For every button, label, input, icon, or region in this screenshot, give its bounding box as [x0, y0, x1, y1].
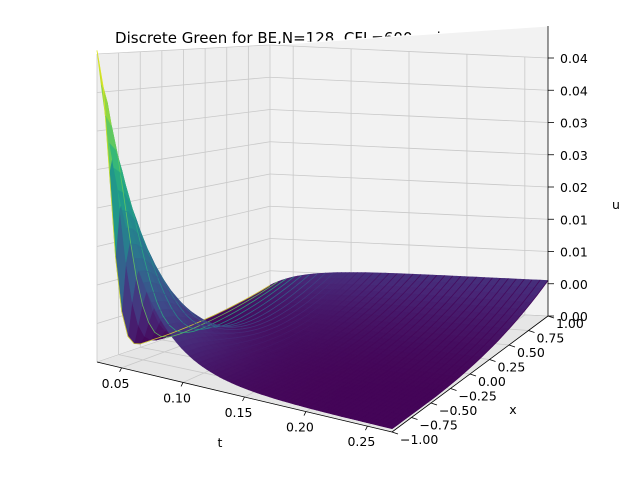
axes: 0.05 0.10 0.15 0.20 0.25 −1.00−0.75−0.50−0.25… — [96, 26, 588, 449]
mesh-line — [341, 278, 501, 417]
grid-u-right — [269, 141, 549, 156]
x-tick-label: 1.00 — [556, 316, 584, 331]
t-tick-mark — [242, 396, 245, 402]
mesh-line — [307, 276, 469, 409]
t-tick-label: 0.05 — [102, 376, 130, 391]
mesh-line — [299, 276, 461, 406]
t-tick-mark — [119, 367, 122, 373]
surface-mesh — [96, 50, 549, 430]
grid-u-right — [269, 109, 549, 123]
u-tick-label: 0.04 — [560, 51, 588, 66]
mesh-line — [214, 272, 382, 375]
u-tick-label: 0.01 — [560, 245, 588, 260]
mesh-line — [231, 273, 398, 384]
mesh-line — [256, 274, 422, 394]
x-tick-label: −0.25 — [459, 389, 497, 404]
mesh-line — [282, 275, 446, 402]
u-tick-label: 0.04 — [560, 83, 588, 98]
mesh-line — [374, 279, 533, 425]
x-tick-mark — [430, 402, 438, 406]
mesh-line — [358, 278, 517, 421]
grid-u-right — [269, 44, 549, 59]
mesh-line — [105, 115, 279, 338]
grid-u-right — [269, 205, 549, 220]
u-tick-label: 0.01 — [560, 212, 588, 227]
x-tick-mark — [528, 330, 535, 333]
mesh-line — [197, 272, 366, 364]
u-tick-label: 0.00 — [560, 277, 588, 292]
mesh-line — [130, 243, 303, 328]
mesh-line — [349, 278, 509, 419]
t-tick-label: 0.20 — [286, 420, 314, 435]
x-tick-mark — [469, 373, 477, 377]
mesh-line — [189, 272, 358, 357]
x-tick-mark — [489, 359, 496, 362]
mesh-line — [96, 50, 271, 345]
grid-u-left — [96, 109, 271, 132]
x-tick-mark — [508, 344, 516, 348]
t-tick-label: 0.25 — [347, 434, 375, 449]
u-tick-label: 0.03 — [560, 116, 588, 131]
mesh-line — [273, 275, 438, 399]
mesh-line — [181, 272, 350, 349]
u-tick-label: 0.03 — [560, 148, 588, 163]
grid-u-right — [269, 238, 549, 252]
t-tick-mark — [365, 425, 368, 431]
grid-u-right — [269, 76, 549, 91]
x-tick-mark — [450, 388, 457, 391]
t-tick-label: 0.15 — [225, 405, 253, 420]
grid-u-left — [96, 44, 271, 55]
mesh-line — [206, 272, 374, 370]
mesh-line — [172, 272, 342, 339]
x-tick-label: 0.25 — [498, 360, 526, 375]
x-tick-label: −0.75 — [420, 418, 458, 433]
t-tick-label: 0.10 — [163, 390, 191, 405]
grid-u-left — [96, 76, 271, 93]
mesh-line — [223, 273, 390, 380]
grid-u-right — [269, 173, 549, 188]
u-tick-label: 0.02 — [560, 180, 588, 195]
x-axis-label: x — [509, 402, 516, 417]
x-tick-label: 0.00 — [478, 374, 506, 389]
x-tick-label: 0.75 — [537, 331, 565, 346]
t-tick-mark — [180, 382, 184, 387]
x-tick-label: 0.50 — [517, 345, 545, 360]
u-axis-label: u — [612, 197, 620, 212]
mesh-line — [248, 273, 414, 391]
u-tick-label: 0.00 — [560, 309, 588, 324]
mesh-line — [147, 273, 318, 327]
t-axis-label: t — [218, 435, 223, 450]
mesh-line — [265, 274, 430, 396]
x-tick-label: −0.50 — [439, 403, 477, 418]
mesh-line — [290, 275, 454, 404]
mesh-line — [240, 273, 406, 387]
grid-u-left — [96, 141, 271, 170]
mesh-line — [164, 272, 334, 330]
mesh-line — [383, 279, 541, 428]
x-tick-mark — [391, 431, 399, 435]
t-tick-mark — [303, 411, 307, 416]
mesh-line — [315, 276, 477, 411]
x-tick-label: −1.00 — [400, 432, 438, 447]
mesh-line — [324, 277, 485, 413]
mesh-line — [366, 279, 525, 423]
mesh-line — [155, 272, 326, 328]
x-tick-mark — [411, 417, 418, 420]
mesh-line — [332, 277, 493, 415]
mesh-line — [391, 280, 549, 430]
